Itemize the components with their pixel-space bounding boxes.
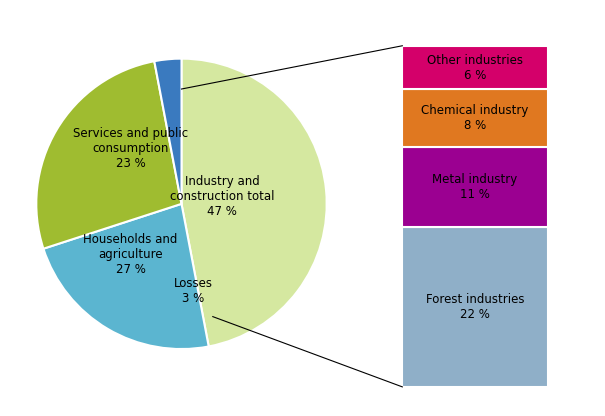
Wedge shape [154, 59, 182, 204]
Bar [402, 147, 548, 227]
Wedge shape [44, 204, 209, 349]
Text: Industry and
construction total
47 %: Industry and construction total 47 % [170, 175, 275, 218]
Text: Losses
3 %: Losses 3 % [174, 277, 212, 305]
Wedge shape [182, 59, 327, 347]
Text: Forest industries
22 %: Forest industries 22 % [426, 293, 524, 321]
Bar [402, 89, 548, 147]
Text: Metal industry
11 %: Metal industry 11 % [433, 173, 517, 201]
Bar [402, 46, 548, 89]
Text: Households and
agriculture
27 %: Households and agriculture 27 % [83, 233, 178, 276]
Text: Other industries
6 %: Other industries 6 % [427, 54, 523, 82]
Wedge shape [36, 61, 182, 249]
Bar [402, 227, 548, 387]
Text: Services and public
consumption
23 %: Services and public consumption 23 % [73, 127, 188, 170]
Text: Chemical industry
8 %: Chemical industry 8 % [421, 104, 529, 132]
